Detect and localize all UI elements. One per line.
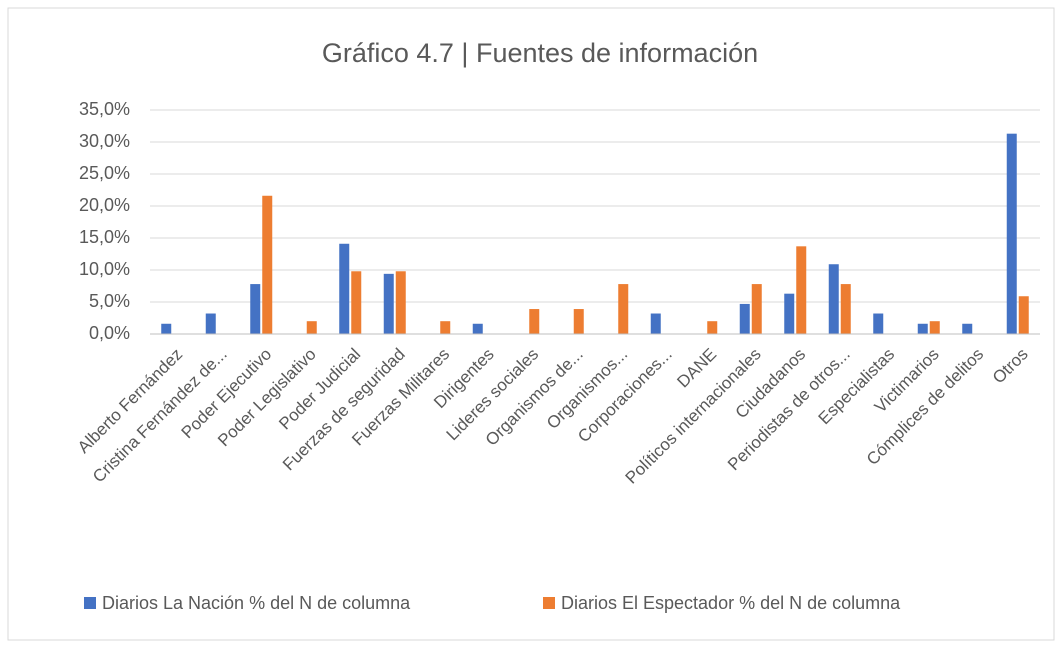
bar <box>784 293 795 334</box>
bar <box>383 273 394 334</box>
y-tick-label: 35,0% <box>79 99 130 119</box>
chart-title: Gráfico 4.7 | Fuentes de información <box>322 38 758 68</box>
bar <box>739 303 750 334</box>
y-tick-label: 30,0% <box>79 131 130 151</box>
bar <box>707 321 718 334</box>
bar <box>440 321 451 334</box>
bar <box>529 309 540 334</box>
bar <box>472 323 483 334</box>
bar <box>828 264 839 334</box>
y-tick-label: 10,0% <box>79 259 130 279</box>
y-tick-label: 5,0% <box>89 291 130 311</box>
legend-swatch <box>84 597 96 609</box>
legend-label: Diarios La Nación % del N de columna <box>102 593 411 613</box>
bar <box>262 195 273 334</box>
y-tick-label: 20,0% <box>79 195 130 215</box>
bar <box>351 271 362 334</box>
bar <box>962 323 973 334</box>
y-tick-label: 0,0% <box>89 323 130 343</box>
legend-label: Diarios El Espectador % del N de columna <box>561 593 901 613</box>
bar <box>1018 296 1029 334</box>
bar <box>1006 133 1017 334</box>
bar <box>250 284 261 334</box>
bar <box>650 313 661 334</box>
y-tick-label: 15,0% <box>79 227 130 247</box>
bar <box>573 309 584 334</box>
bar <box>929 321 940 334</box>
y-tick-label: 25,0% <box>79 163 130 183</box>
bar <box>751 284 762 334</box>
bar <box>796 246 807 334</box>
bar <box>917 323 928 334</box>
bar <box>618 284 629 334</box>
bar <box>873 313 884 334</box>
bar <box>395 271 406 334</box>
bar <box>339 243 350 334</box>
bar <box>306 321 317 334</box>
legend-swatch <box>543 597 555 609</box>
bar <box>161 323 172 334</box>
bar <box>840 284 851 334</box>
bar <box>205 313 216 334</box>
